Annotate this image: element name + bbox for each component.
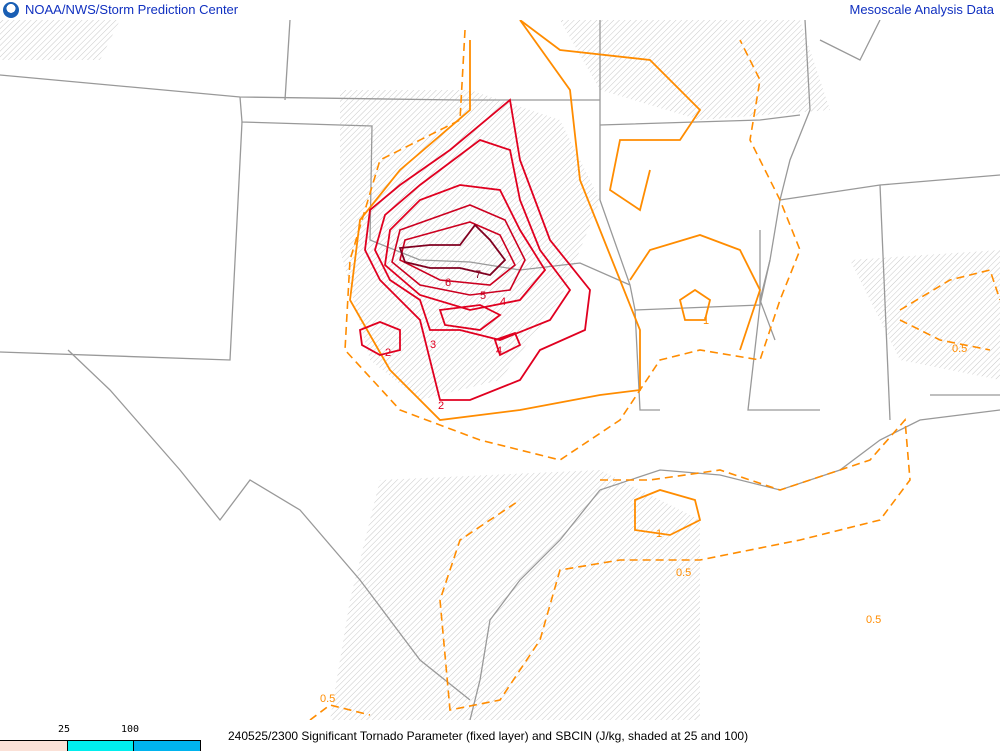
legend-swatch-low <box>0 740 67 751</box>
noaa-logo <box>3 2 19 18</box>
contour-label: 5 <box>480 290 486 302</box>
contour-label: 7 <box>475 269 481 281</box>
product-title: Mesoscale Analysis Data <box>849 2 994 17</box>
stp-contours <box>309 20 1000 720</box>
contour-label: 1 <box>703 315 709 327</box>
contour-label: 3 <box>430 339 436 351</box>
contour-label: 2 <box>438 400 444 412</box>
contour-label: 0.5 <box>952 343 967 355</box>
contour-label: 1 <box>656 528 662 540</box>
legend-tick: 100 <box>121 724 140 735</box>
contour-0.5 <box>309 29 1000 720</box>
legend-tick: 25 <box>58 724 71 735</box>
weather-map: 7 6 5 4 3 2 4 2 1 1 0.5 0.5 0.5 0.5 <box>0 20 1000 720</box>
contour-label: 4 <box>496 345 502 357</box>
contour-label: 2 <box>385 347 391 359</box>
contour-label: 0.5 <box>320 693 335 705</box>
contour-label: 0.5 <box>676 567 691 579</box>
footer: 25 100 240525/2300 Significant Tornado P… <box>0 720 1000 751</box>
legend-swatch-25 <box>67 740 134 751</box>
contour-label: 6 <box>445 277 451 289</box>
header: NOAA/NWS/Storm Prediction Center Mesosca… <box>0 0 1000 20</box>
contour-5-6 <box>391 204 526 296</box>
legend-swatch-100 <box>133 740 201 751</box>
contour-labels: 7 6 5 4 3 2 4 2 1 1 0.5 0.5 0.5 0.5 <box>320 269 967 705</box>
map-caption: 240525/2300 Significant Tornado Paramete… <box>228 729 749 743</box>
contour-2-4 <box>359 98 591 401</box>
contour-7 <box>398 223 507 276</box>
cin-hatching <box>0 20 1000 720</box>
contour-label: 4 <box>500 296 506 308</box>
org-title: NOAA/NWS/Storm Prediction Center <box>25 2 239 17</box>
contour-label: 0.5 <box>866 614 881 626</box>
contour-1 <box>349 20 761 536</box>
